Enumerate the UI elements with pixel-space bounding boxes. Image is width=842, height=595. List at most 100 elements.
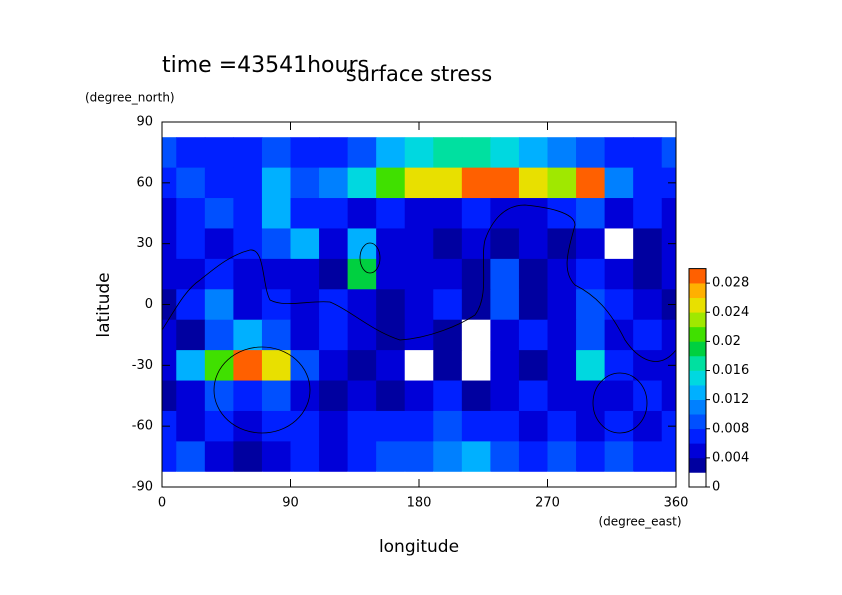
coastline bbox=[162, 204, 676, 362]
cell bbox=[404, 410, 434, 442]
cell bbox=[490, 350, 520, 382]
cell bbox=[461, 350, 491, 382]
cell bbox=[176, 471, 206, 487]
cell bbox=[204, 410, 234, 442]
cell bbox=[176, 319, 206, 351]
cell bbox=[176, 410, 206, 442]
y-tick-label: 0 bbox=[145, 297, 153, 312]
cell bbox=[233, 410, 263, 442]
colorbar-band bbox=[689, 428, 706, 444]
chart-title: surface stress bbox=[346, 62, 492, 86]
cell bbox=[176, 228, 206, 260]
cell bbox=[162, 122, 177, 138]
colorbar-tick-label: 0.012 bbox=[712, 392, 749, 407]
cell bbox=[233, 319, 263, 351]
colorbar-band bbox=[689, 385, 706, 400]
cell bbox=[376, 410, 406, 442]
cell bbox=[433, 441, 463, 473]
cell bbox=[633, 198, 663, 229]
cell bbox=[518, 122, 548, 138]
cell bbox=[162, 471, 177, 487]
cell bbox=[204, 380, 234, 412]
cell bbox=[633, 137, 663, 169]
cell bbox=[261, 410, 291, 442]
cell bbox=[461, 319, 491, 351]
cell bbox=[490, 289, 520, 321]
cell bbox=[461, 471, 491, 487]
cell bbox=[319, 137, 349, 169]
cell bbox=[518, 471, 548, 487]
cell bbox=[162, 198, 177, 229]
cell bbox=[604, 122, 634, 138]
cell bbox=[433, 198, 463, 229]
cell bbox=[176, 350, 206, 382]
cell bbox=[204, 350, 234, 382]
colorbar-tick-label: 0.008 bbox=[712, 421, 749, 436]
cell bbox=[433, 380, 463, 412]
cell bbox=[576, 258, 606, 290]
x-tick-label: 0 bbox=[158, 496, 166, 511]
y-tick-label: -60 bbox=[132, 419, 153, 434]
cell bbox=[518, 258, 548, 290]
colorbar-band bbox=[689, 341, 706, 357]
cell bbox=[576, 137, 606, 169]
cell bbox=[162, 441, 177, 473]
cell bbox=[433, 471, 463, 487]
cell bbox=[176, 289, 206, 321]
cell bbox=[347, 289, 377, 321]
cell bbox=[162, 319, 177, 351]
colorbar-band bbox=[689, 297, 706, 313]
cell bbox=[290, 258, 320, 290]
cell bbox=[233, 258, 263, 290]
cell bbox=[376, 471, 406, 487]
cell bbox=[633, 167, 663, 199]
cell bbox=[576, 350, 606, 382]
cell bbox=[261, 258, 291, 290]
cell bbox=[547, 350, 577, 382]
cell bbox=[347, 319, 377, 351]
cell bbox=[347, 167, 377, 199]
cell bbox=[633, 258, 663, 290]
cell bbox=[461, 410, 491, 442]
cell bbox=[404, 228, 434, 260]
cell bbox=[233, 122, 263, 138]
cell bbox=[547, 198, 577, 229]
cell bbox=[461, 289, 491, 321]
cell bbox=[433, 410, 463, 442]
cell bbox=[604, 258, 634, 290]
cell bbox=[518, 380, 548, 412]
cell bbox=[233, 441, 263, 473]
cell bbox=[576, 198, 606, 229]
cell bbox=[633, 319, 663, 351]
cell bbox=[290, 167, 320, 199]
cell bbox=[376, 198, 406, 229]
cell bbox=[261, 167, 291, 199]
cell bbox=[347, 471, 377, 487]
cell bbox=[461, 380, 491, 412]
cell bbox=[661, 441, 676, 473]
cell bbox=[319, 258, 349, 290]
cell bbox=[461, 228, 491, 260]
cell bbox=[518, 198, 548, 229]
cell bbox=[604, 228, 634, 260]
cell bbox=[604, 410, 634, 442]
cell bbox=[176, 137, 206, 169]
cell bbox=[490, 319, 520, 351]
cell bbox=[490, 441, 520, 473]
cell bbox=[404, 137, 434, 169]
cell bbox=[290, 410, 320, 442]
cell bbox=[633, 122, 663, 138]
cell bbox=[576, 122, 606, 138]
cell bbox=[162, 258, 177, 290]
cell bbox=[376, 167, 406, 199]
cell bbox=[604, 198, 634, 229]
cell bbox=[233, 471, 263, 487]
cell bbox=[176, 258, 206, 290]
cell bbox=[376, 350, 406, 382]
cell bbox=[576, 471, 606, 487]
cell bbox=[162, 380, 177, 412]
cell bbox=[518, 137, 548, 169]
cell bbox=[347, 122, 377, 138]
cell bbox=[490, 228, 520, 260]
cell bbox=[290, 289, 320, 321]
